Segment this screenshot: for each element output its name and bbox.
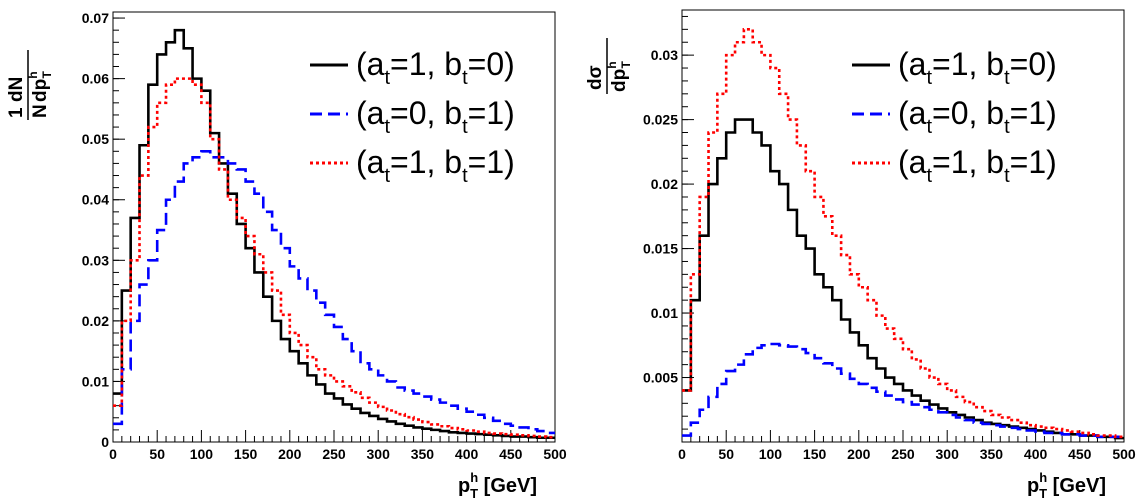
left-y-title-num-dn: dN — [6, 77, 27, 102]
left-x-tick-label: 400 — [455, 446, 479, 462]
left-y-tick-label: 0 — [101, 434, 109, 450]
right-legend-label-3: (at=1, bt=1) — [898, 144, 1057, 187]
left-x-tick-label: 200 — [278, 446, 302, 462]
right-y-tick-label: 0.01 — [651, 305, 678, 321]
right-x-tick-label: 100 — [759, 446, 783, 462]
left-y-tick-label: 0.03 — [82, 252, 109, 268]
left-series-layer — [113, 28, 555, 440]
left-series-red-dotted — [113, 77, 555, 439]
left-series-black-solid — [113, 28, 555, 440]
right-x-tick-label: 150 — [803, 446, 827, 462]
left-series-blue-dashed — [113, 149, 555, 435]
left-y-title-den-dp: dphT — [26, 70, 54, 102]
left-x-tick-label: 250 — [322, 446, 346, 462]
left-x-tick-label: 300 — [367, 446, 391, 462]
right-panel: 0 50 100 150 200 250 300 350 400 450 500 0.005 0.01… — [585, 9, 1136, 500]
right-series-black-solid — [682, 118, 1124, 440]
right-x-axis-title: ph T [GeV] — [1027, 470, 1106, 500]
right-legend-label-2: (at=0, bt=1) — [898, 95, 1057, 138]
left-x-ticks: 0 50 100 150 200 250 300 350 400 450 500 — [109, 430, 567, 462]
left-x-tick-label: 350 — [411, 446, 435, 462]
left-x-axis-title: ph T [GeV] — [458, 470, 537, 500]
right-x-tick-label: 500 — [1112, 446, 1136, 462]
right-x-tick-label: 0 — [678, 446, 686, 462]
right-series-red-dotted — [682, 28, 1124, 439]
right-series-blue-dashed — [682, 342, 1124, 439]
right-legend: (at=1, bt=0) (at=0, bt=1) (at=1, bt=1) — [852, 46, 1057, 187]
right-x-ticks: 0 50 100 150 200 250 300 350 400 450 500 — [678, 430, 1136, 462]
left-y-tick-label: 0.04 — [82, 192, 109, 208]
left-legend-label-3: (at=1, bt=1) — [356, 144, 515, 187]
right-x-tick-label: 350 — [980, 446, 1004, 462]
right-x-tick-label: 50 — [718, 446, 734, 462]
left-x-tick-label: 500 — [543, 446, 567, 462]
left-legend: (at=1, bt=0) (at=0, bt=1) (at=1, bt=1) — [310, 46, 515, 187]
right-y-title-num: dσ — [585, 65, 606, 90]
right-y-axis-title: dσ dphT — [585, 38, 633, 94]
right-x-tick-label: 450 — [1068, 446, 1092, 462]
left-y-tick-label: 0.01 — [82, 373, 109, 389]
left-x-tick-label: 0 — [109, 446, 117, 462]
left-y-tick-label: 0.02 — [82, 313, 109, 329]
left-y-tick-label: 0.06 — [82, 71, 109, 87]
left-y-tick-label: 0.07 — [82, 10, 109, 26]
right-y-tick-label: 0.03 — [651, 47, 678, 63]
left-y-title-den-n: N — [30, 104, 51, 118]
right-y-tick-label: 0.02 — [651, 176, 678, 192]
right-y-title-den: dphT — [605, 60, 633, 92]
right-x-tick-label: 250 — [891, 446, 915, 462]
right-x-tick-label: 400 — [1024, 446, 1048, 462]
right-legend-label-1: (at=1, bt=0) — [898, 46, 1057, 89]
left-legend-label-1: (at=1, bt=0) — [356, 46, 515, 89]
right-y-tick-label: 0.025 — [643, 112, 678, 128]
right-x-tick-label: 300 — [936, 446, 960, 462]
left-x-tick-label: 50 — [149, 446, 165, 462]
left-legend-label-2: (at=0, bt=1) — [356, 95, 515, 138]
left-y-axis-title: 1 dN N dphT — [6, 50, 54, 120]
left-y-ticks: 0 0.01 0.02 0.03 0.04 0.05 0.06 0.07 — [82, 10, 125, 450]
left-x-tick-label: 150 — [234, 446, 258, 462]
right-series-layer — [682, 28, 1124, 440]
right-y-tick-label: 0.015 — [643, 241, 678, 257]
right-x-tick-label: 200 — [847, 446, 871, 462]
left-x-tick-label: 100 — [190, 446, 214, 462]
left-y-tick-label: 0.05 — [82, 131, 109, 147]
left-x-tick-label: 450 — [499, 446, 523, 462]
right-y-ticks: 0.005 0.01 0.015 0.02 0.025 0.03 — [643, 15, 694, 430]
left-y-title-num-one: 1 — [6, 107, 27, 118]
left-panel: 0 50 100 150 200 250 300 350 400 450 500 0 0.01 0.02… — [6, 10, 567, 500]
right-y-tick-label: 0.005 — [643, 370, 678, 386]
